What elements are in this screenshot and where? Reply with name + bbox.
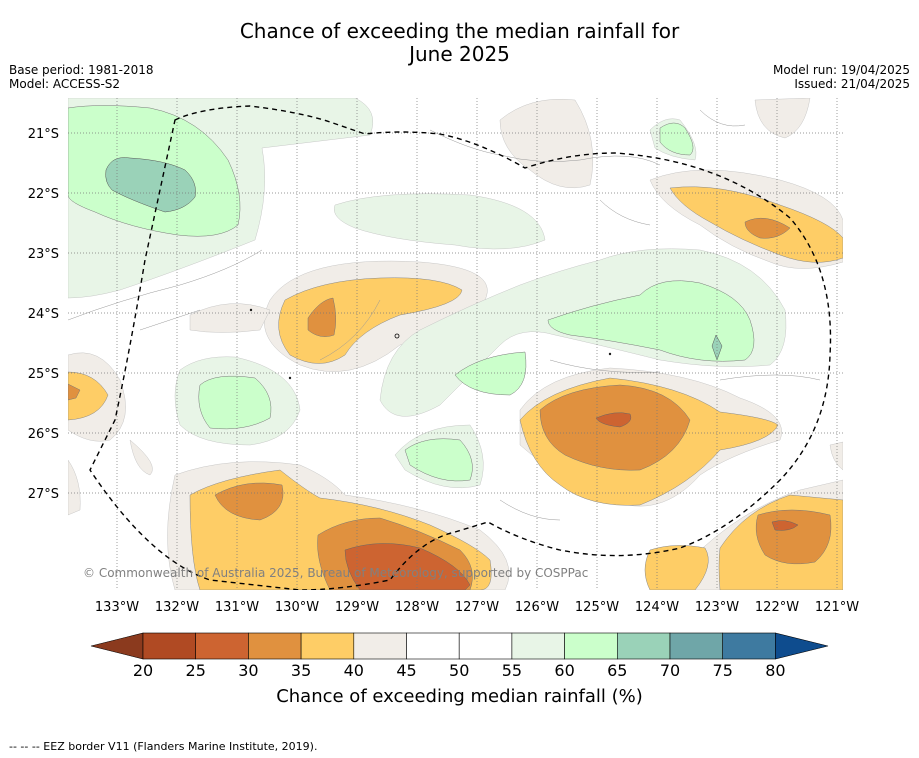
meta-left: Base period: 1981-2018 Model: ACCESS-S2 (9, 63, 154, 91)
longitude-label: 131°W (215, 600, 259, 615)
island-marks (249, 308, 612, 380)
colorbar-tick-label: 25 (186, 661, 206, 680)
longitude-label: 123°W (695, 600, 739, 615)
longitude-label: 130°W (275, 600, 319, 615)
colorbar-low-extend (90, 632, 144, 660)
longitude-label: 127°W (455, 600, 499, 615)
latitude-label: 26°S (28, 427, 59, 442)
latitude-label: 23°S (28, 247, 59, 262)
issued-label: Issued: 21/04/2025 (794, 77, 910, 91)
longitude-label: 129°W (335, 600, 379, 615)
longitude-label: 124°W (635, 600, 679, 615)
colorbar-tick-label: 35 (291, 661, 311, 680)
eez-border (89, 105, 832, 590)
model-label: Model: ACCESS-S2 (9, 77, 121, 91)
island-mark (288, 376, 292, 380)
latitude-label: 25°S (28, 367, 59, 382)
longitude-label: 132°W (155, 600, 199, 615)
eez-legend-footer: -- -- -- EEZ border V11 (Flanders Marine… (9, 740, 318, 753)
latitude-label: 24°S (28, 307, 59, 322)
map-title-line-2: June 2025 (409, 42, 510, 66)
colorbar-tick-label: 40 (344, 661, 364, 680)
map-title-line-1: Chance of exceeding the median rainfall … (239, 19, 680, 43)
colorbar-segment (142, 632, 197, 660)
colorbar-tick-label: 80 (765, 661, 785, 680)
latitude-label: 21°S (28, 127, 59, 142)
latitude-labels: 21°S 22°S 23°S 24°S 25°S 26°S 27°S (28, 127, 59, 502)
colorbar-title: Chance of exceeding median rainfall (%) (276, 686, 643, 707)
colorbar-segment (458, 632, 513, 660)
colorbar (90, 632, 829, 660)
colorbar-tick-label: 55 (502, 661, 522, 680)
model-run-label: Model run: 19/04/2025 (772, 63, 910, 77)
colorbar-segment (248, 632, 302, 660)
colorbar-segment (669, 632, 724, 660)
island-mark (394, 333, 400, 339)
colorbar-tick-label: 30 (238, 661, 258, 680)
colorbar-tick-label: 20 (133, 661, 153, 680)
longitude-label: 125°W (575, 600, 619, 615)
latitude-label: 27°S (28, 487, 59, 502)
copyright-text: © Commonwealth of Australia 2025, Bureau… (83, 566, 588, 580)
colorbar-tick-label: 45 (396, 661, 416, 680)
longitude-labels: 133°W 132°W 131°W 130°W 129°W 128°W 127°W 126°W… (95, 600, 859, 615)
band-25-30 (344, 412, 799, 590)
colorbar-tick-label: 75 (713, 661, 733, 680)
colorbar-ticks: 20 25 30 35 40 45 50 55 60 65 70 75 80 (133, 661, 786, 680)
colorbar-tick-label: 70 (660, 661, 680, 680)
contour-lines (68, 109, 821, 521)
colorbar-high-extend (775, 632, 829, 660)
colorbar-segment (406, 632, 460, 660)
base-period-label: Base period: 1981-2018 (9, 63, 154, 77)
colorbar-segment (195, 632, 249, 660)
longitude-label: 133°W (95, 600, 139, 615)
colorbar-segment (300, 632, 355, 660)
longitude-label: 126°W (515, 600, 559, 615)
colorbar-tick-label: 65 (607, 661, 627, 680)
colorbar-segment (616, 632, 671, 660)
longitude-label: 128°W (395, 600, 439, 615)
colorbar-segment (511, 632, 565, 660)
map-field: © Commonwealth of Australia 2025, Bureau… (68, 98, 843, 590)
colorbar-segment (722, 632, 776, 660)
longitude-label: 121°W (815, 600, 859, 615)
colorbar-tick-label: 60 (554, 661, 574, 680)
island-mark (608, 352, 612, 356)
island-mark (249, 308, 253, 312)
colorbar-segment (564, 632, 618, 660)
meta-right: Model run: 19/04/2025 Issued: 21/04/2025 (773, 63, 910, 91)
map-grid (68, 98, 843, 590)
latitude-label: 22°S (28, 187, 59, 202)
colorbar-segment (353, 632, 407, 660)
colorbar-tick-label: 50 (449, 661, 469, 680)
longitude-label: 122°W (755, 600, 799, 615)
